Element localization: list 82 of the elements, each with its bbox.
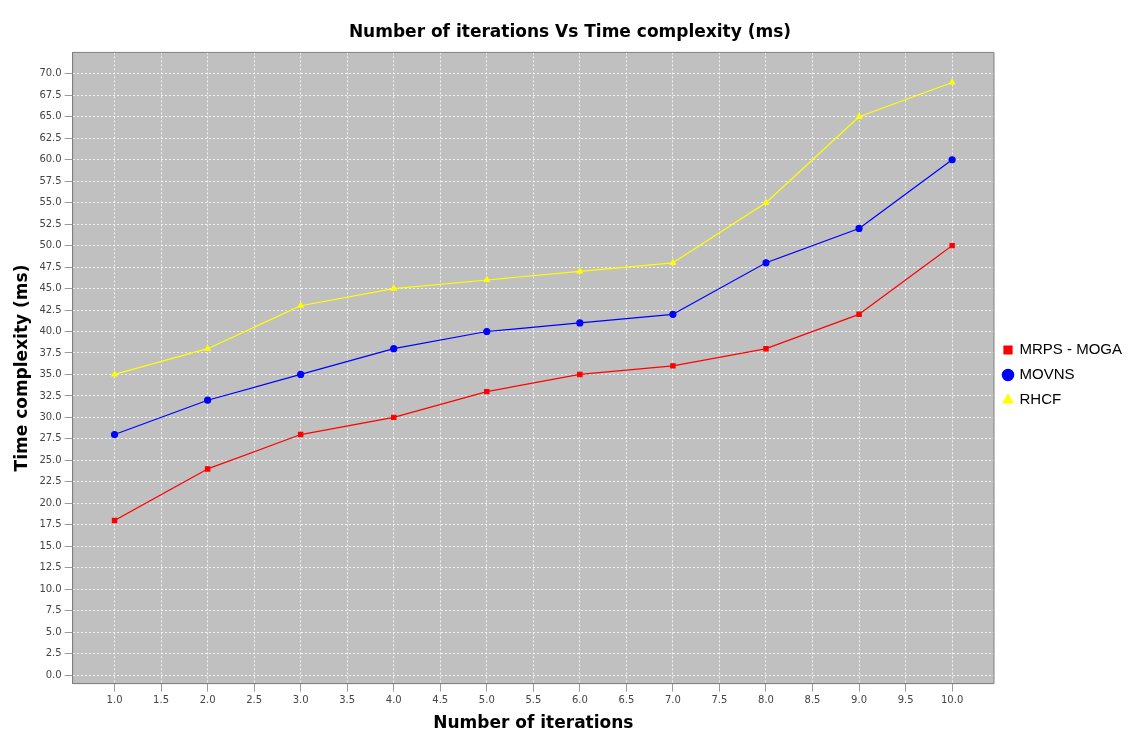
x-tick-label: 1.5 — [153, 694, 170, 706]
x-tick-label: 8.0 — [758, 694, 774, 706]
y-tick-label: 2.5 — [45, 647, 62, 659]
point — [204, 396, 212, 404]
x-tick-label: 7.5 — [711, 694, 728, 706]
point — [297, 302, 304, 308]
point — [856, 311, 862, 318]
legend-label: RHCF — [1019, 390, 1062, 408]
x-tick-label: 5.0 — [478, 694, 495, 706]
x-tick-label: 9.5 — [897, 694, 914, 706]
y-tick-label: 17.5 — [39, 518, 62, 530]
point — [948, 78, 956, 85]
y-tick-label: 55.0 — [39, 196, 62, 208]
y-tick-label: 35.0 — [39, 368, 62, 380]
y-tick-label: 67.5 — [39, 88, 62, 100]
point — [949, 242, 955, 249]
point — [577, 371, 583, 378]
point — [669, 310, 677, 318]
point — [297, 370, 305, 379]
y-tick-label: 45.0 — [39, 282, 62, 294]
y-tick-label: 62.5 — [39, 131, 62, 143]
point — [111, 370, 118, 377]
point — [204, 345, 211, 351]
point — [484, 388, 490, 395]
x-tick-label: 10.0 — [940, 694, 964, 706]
y-tick-label: 37.5 — [39, 346, 62, 358]
point — [763, 345, 769, 352]
point — [855, 113, 863, 119]
x-tick-label: 9.0 — [851, 694, 868, 706]
point — [576, 267, 584, 274]
y-tick-label: 30.0 — [39, 410, 62, 422]
point — [110, 430, 119, 439]
point — [483, 327, 491, 336]
x-tick-label: 4.0 — [385, 694, 402, 706]
point — [390, 345, 398, 353]
point — [204, 466, 211, 472]
y-tick-label: 50.0 — [39, 239, 62, 251]
y-tick-label: 27.5 — [39, 432, 62, 444]
y-tick-label: 57.5 — [39, 174, 62, 186]
x-tick-label: 2.0 — [199, 694, 216, 706]
point — [762, 199, 770, 205]
point — [670, 363, 676, 369]
y-tick-label: 0.0 — [45, 668, 62, 680]
y-tick-label: 60.0 — [39, 153, 62, 165]
legend-label: MOVNS — [1019, 365, 1075, 383]
y-tick-label: 12.5 — [39, 561, 62, 573]
y-tick-label: 42.5 — [39, 303, 62, 315]
x-tick-label: 6.5 — [618, 694, 635, 706]
x-tick-label: 7.0 — [664, 694, 681, 706]
x-tick-label: 2.5 — [246, 694, 263, 706]
point — [948, 156, 956, 164]
x-tick-label: 3.0 — [292, 694, 309, 706]
point — [669, 259, 677, 265]
x-tick-label: 4.5 — [432, 694, 449, 706]
y-tick-label: 70.0 — [39, 67, 62, 79]
x-axis-title: Number of iterations — [433, 712, 634, 733]
y-tick-label: 52.5 — [39, 217, 62, 229]
point — [576, 319, 584, 327]
point — [483, 276, 490, 283]
x-tick-label: 3.5 — [339, 694, 356, 706]
point — [390, 284, 397, 291]
x-tick-label: 6.0 — [571, 694, 588, 706]
y-axis-title: Time complexity (ms) — [10, 264, 31, 472]
y-tick-label: 65.0 — [39, 110, 62, 122]
x-tick-label: 5.5 — [525, 694, 542, 706]
point — [391, 414, 397, 421]
x-tick-label: 8.5 — [804, 694, 821, 706]
y-tick-label: 25.0 — [39, 453, 62, 465]
y-tick-label: 40.0 — [39, 325, 62, 337]
y-tick-label: 7.5 — [45, 604, 62, 616]
y-tick-label: 20.0 — [39, 496, 62, 508]
y-tick-label: 47.5 — [39, 260, 62, 272]
x-tick-label: 1.0 — [106, 694, 123, 706]
point — [855, 224, 863, 233]
y-tick-label: 5.0 — [45, 625, 62, 637]
legend-label: MRPS - MOGA — [1019, 340, 1123, 358]
y-tick-label: 10.0 — [39, 582, 62, 594]
chart-title: Number of iterations Vs Time complexity (ms) — [348, 20, 792, 41]
point — [762, 259, 770, 267]
y-tick-label: 32.5 — [39, 389, 62, 401]
y-tick-label: 22.5 — [39, 475, 62, 487]
y-tick-label: 15.0 — [39, 539, 62, 551]
